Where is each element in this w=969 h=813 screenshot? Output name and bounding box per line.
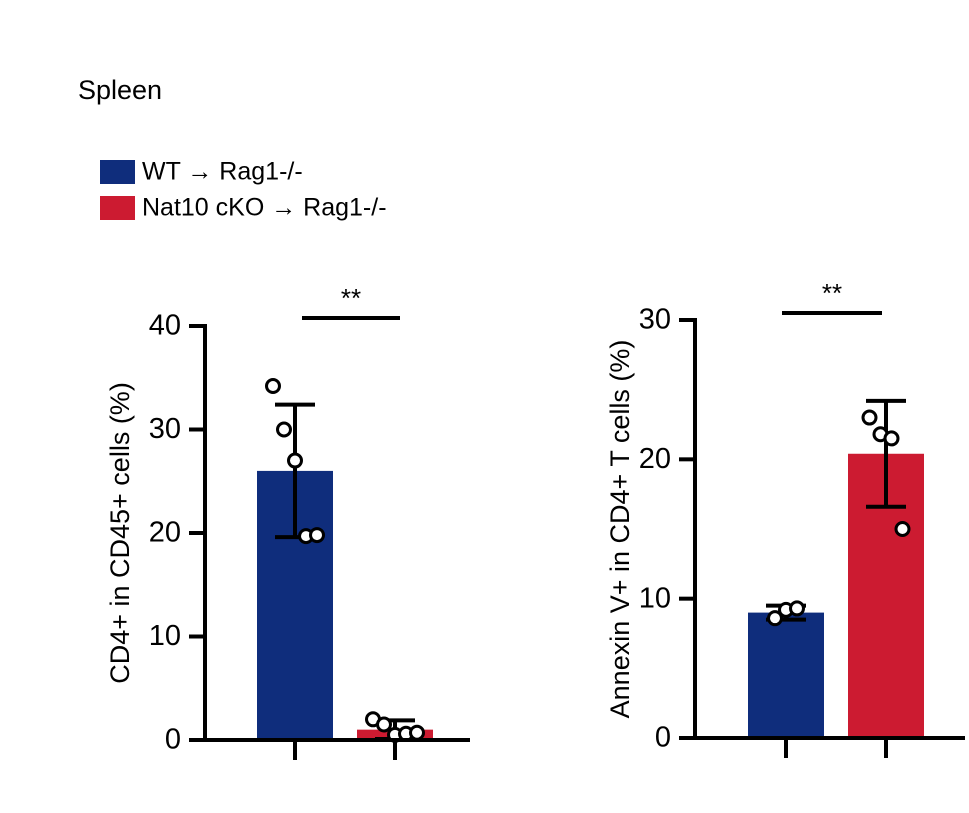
data-point (309, 527, 325, 544)
data-point (861, 409, 878, 426)
data-point (894, 521, 911, 537)
data-point (789, 600, 805, 617)
y-tick-label: 30 (639, 304, 671, 336)
legend-label: WT → Rag1-/- (142, 158, 303, 186)
legend-swatch (100, 160, 135, 184)
y-tick-label: 40 (149, 310, 181, 342)
y-tick-label: 10 (639, 582, 671, 614)
y-tick-label: 0 (655, 722, 671, 754)
data-point (276, 421, 292, 438)
y-axis-label: CD4+ in CD45+ cells (%) (105, 382, 135, 684)
significance-label: ** (822, 278, 842, 308)
data-point (883, 430, 900, 447)
figure-title: Spleen (78, 75, 162, 105)
data-point (409, 724, 425, 741)
y-tick-label: 30 (149, 413, 181, 445)
y-axis-label: Annexin V+ in CD4+ T cells (%) (605, 340, 635, 719)
data-point (767, 610, 783, 627)
y-tick-label: 20 (149, 517, 181, 549)
y-tick-label: 20 (639, 443, 671, 475)
data-point (376, 716, 392, 733)
data-point (265, 378, 281, 395)
bar (748, 612, 824, 738)
data-point (287, 452, 303, 469)
y-tick-label: 10 (149, 620, 181, 652)
legend-label: Nat10 cKO → Rag1-/- (142, 194, 387, 222)
legend-swatch (100, 196, 135, 220)
significance-label: ** (341, 283, 361, 313)
y-tick-label: 0 (165, 724, 181, 756)
